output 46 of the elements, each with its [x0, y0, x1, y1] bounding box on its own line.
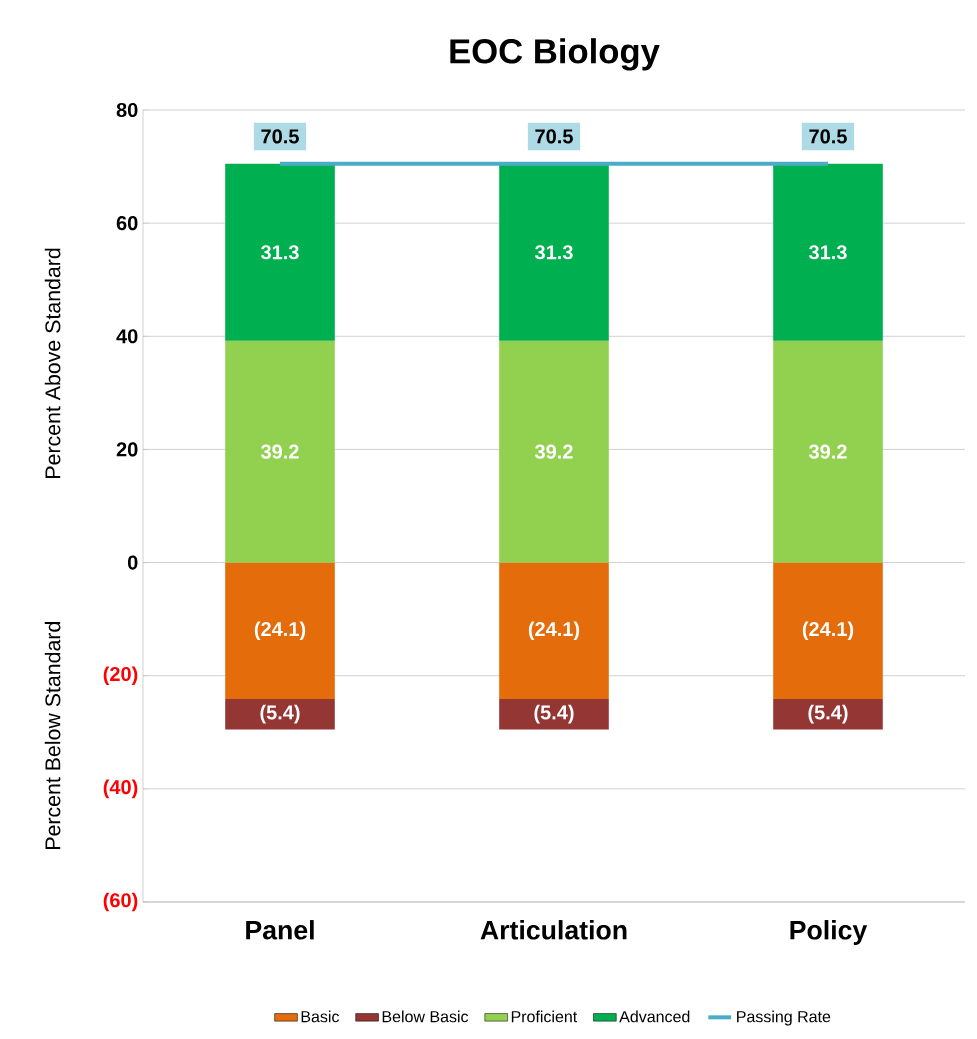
- bar: [499, 562, 609, 699]
- bar: [773, 163, 883, 341]
- bar: [225, 163, 335, 341]
- bar: [773, 698, 883, 730]
- data-label: (5.4): [808, 704, 848, 724]
- data-label: 31.3: [534, 245, 573, 260]
- bar: [499, 340, 609, 563]
- y-tick-label: 40: [116, 329, 138, 344]
- legend-label: Basic: [301, 1010, 340, 1023]
- data-label: 70.5: [809, 129, 847, 144]
- y-tick-label: 0: [127, 555, 138, 570]
- text: Percent Below Standard: [44, 622, 61, 849]
- legend-label: Below Basic: [382, 1010, 469, 1023]
- bar: [773, 562, 883, 699]
- data-label: (5.4): [534, 704, 574, 724]
- data-label: 39.2: [808, 444, 847, 459]
- data-label: 39.2: [534, 444, 573, 459]
- y-tick-label: 20: [116, 442, 138, 457]
- legend-label: Advanced: [619, 1010, 690, 1023]
- bar: [773, 340, 883, 563]
- data-label: 31.3: [260, 245, 299, 260]
- data-label: 39.2: [260, 444, 299, 459]
- y-tick-label: (20): [103, 666, 138, 686]
- data-label: 31.3: [808, 245, 847, 260]
- bar: [499, 698, 609, 730]
- x-tick-label: Policy: [790, 920, 868, 945]
- y-tick-label: 80: [116, 102, 138, 118]
- chart-title: EOC Biology: [450, 38, 660, 71]
- bar: [225, 562, 335, 699]
- bar: [225, 340, 335, 563]
- y-tick-label: (60): [103, 892, 138, 912]
- data-label: (24.1): [528, 621, 580, 641]
- y-axis-title: Percent Above Standard: [44, 248, 61, 478]
- y-tick-label: (40): [103, 779, 138, 799]
- data-label: 70.5: [261, 129, 299, 144]
- x-tick-label: Panel: [246, 920, 314, 940]
- x-tick-label: Articulation: [480, 920, 627, 940]
- data-label: (5.4): [260, 704, 300, 724]
- data-label: (24.1): [254, 621, 306, 641]
- bar: [499, 163, 609, 341]
- y-tick-label: 60: [116, 216, 138, 231]
- legend-label: Passing Rate: [737, 1010, 831, 1026]
- legend-label: Proficient: [511, 1010, 578, 1023]
- data-label: (24.1): [802, 621, 854, 641]
- data-label: 70.5: [535, 129, 573, 144]
- bar: [225, 698, 335, 730]
